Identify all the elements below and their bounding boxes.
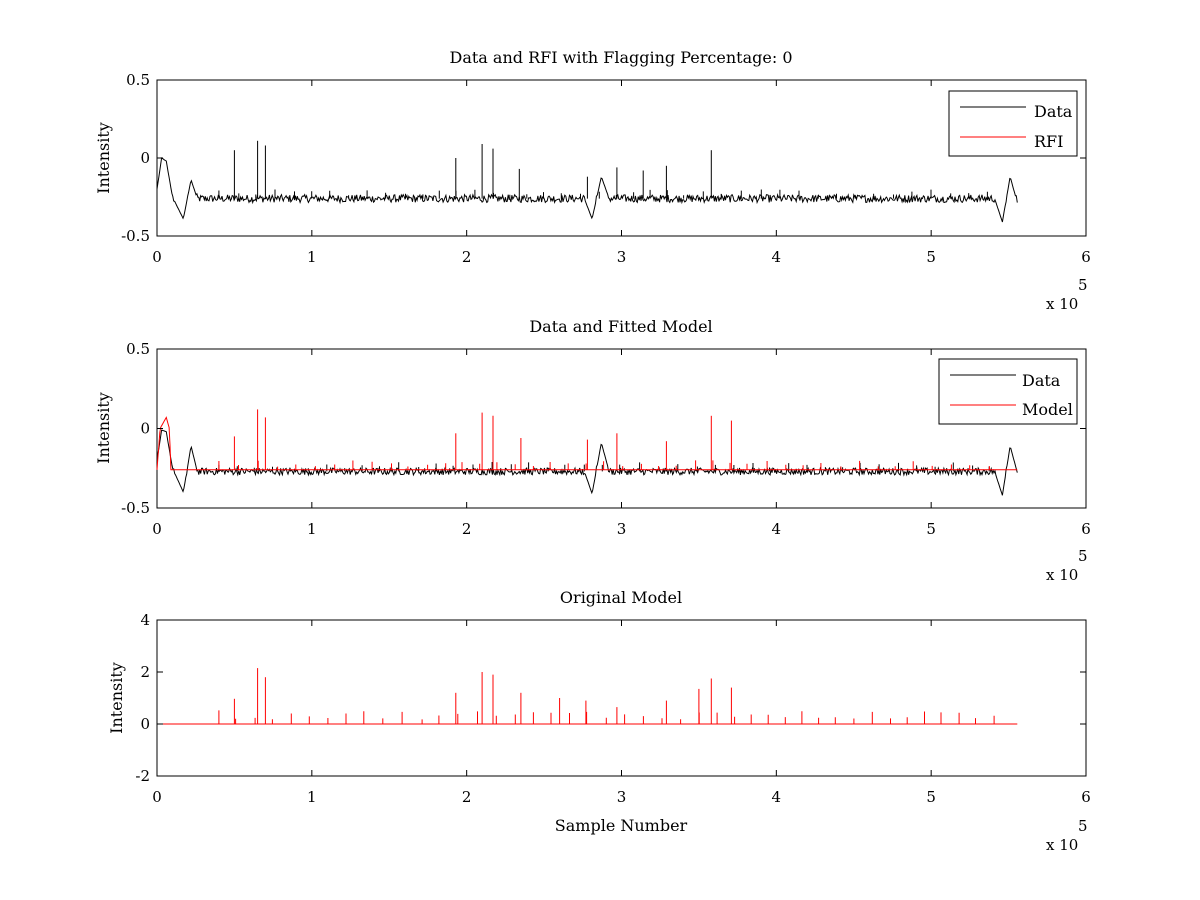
series-line-data [156, 157, 1018, 223]
subplot-3-xlabel: Sample Number [555, 816, 688, 835]
subplot-1-ylabel: Intensity [94, 122, 113, 194]
subplot-1-x-exponent-power: 5 [1078, 276, 1088, 294]
x-tick-label: 5 [926, 248, 936, 266]
x-tick-label: 0 [152, 788, 162, 806]
x-tick-label: 0 [152, 248, 162, 266]
x-tick-label: 5 [926, 788, 936, 806]
subplot-2-legend-data-label: Data [1022, 371, 1061, 390]
subplot-1-title: Data and RFI with Flagging Percentage: 0 [449, 48, 792, 67]
subplot-2-title: Data and Fitted Model [529, 317, 712, 336]
subplot-2-x-exponent-power: 5 [1078, 547, 1088, 565]
series-line-data [156, 429, 1018, 496]
x-tick-label: 4 [772, 248, 782, 266]
x-tick-label: 6 [1081, 520, 1091, 538]
series-bumps-model [218, 710, 995, 724]
x-tick-label: 3 [617, 520, 627, 538]
subplot-2: Data and Fitted Model Intensity 0 1 2 3 4 5 6 -… [94, 317, 1091, 584]
x-tick-label: 2 [462, 520, 472, 538]
subplot-1-legend-data-label: Data [1034, 102, 1073, 121]
x-tick-label: 3 [617, 788, 627, 806]
x-tick-label: 0 [152, 520, 162, 538]
subplot-2-ylabel: Intensity [94, 392, 113, 464]
subplot-1-plot-area [156, 140, 1018, 223]
subplot-2-legend: Data Model [938, 358, 1078, 425]
x-tick-label: 1 [307, 248, 317, 266]
subplot-2-legend-model-label: Model [1022, 400, 1073, 419]
x-tick-label: 1 [307, 520, 317, 538]
subplot-1-ticks: 0 1 2 3 4 5 6-0.500.5 [121, 71, 1091, 266]
y-tick-label: -2 [135, 767, 150, 785]
subplot-2-x-exponent-base: x 10 [1046, 566, 1078, 584]
y-tick-label: 2 [140, 663, 150, 681]
subplot-3-plot-area [157, 668, 1018, 725]
subplot-2-legend-box [938, 358, 1078, 425]
subplot-2-ticks: 0 1 2 3 4 5 6-0.500.5 [121, 340, 1091, 538]
subplot-3-title: Original Model [560, 588, 682, 607]
subplot-3-x-exponent-base: x 10 [1046, 836, 1078, 854]
subplot-3-ylabel: Intensity [107, 662, 126, 734]
subplot-1-legend-box [948, 90, 1078, 157]
x-tick-label: 2 [462, 788, 472, 806]
y-tick-label: 4 [140, 611, 150, 629]
subplot-1-x-exponent-base: x 10 [1046, 295, 1078, 313]
y-tick-label: 0.5 [126, 340, 150, 358]
subplot-3-x-exponent-power: 5 [1078, 817, 1088, 835]
y-tick-label: 0.5 [126, 71, 150, 89]
x-tick-label: 3 [617, 248, 627, 266]
y-tick-label: -0.5 [121, 499, 150, 517]
y-tick-label: 0 [140, 149, 150, 167]
subplot-1: Data and RFI with Flagging Percentage: 0… [94, 48, 1091, 313]
x-tick-label: 4 [772, 520, 782, 538]
x-tick-label: 6 [1081, 788, 1091, 806]
x-tick-label: 6 [1081, 248, 1091, 266]
x-tick-label: 2 [462, 248, 472, 266]
subplot-1-legend-rfi-label: RFI [1034, 132, 1063, 151]
subplot-1-legend: Data RFI [948, 90, 1078, 157]
y-tick-label: 0 [140, 715, 150, 733]
series-bumps-model [218, 460, 990, 470]
subplot-2-plot-area [156, 409, 1018, 496]
series-bumps-data [218, 189, 988, 199]
y-tick-label: -0.5 [121, 227, 150, 245]
y-tick-label: 0 [140, 420, 150, 438]
x-tick-label: 4 [772, 788, 782, 806]
x-tick-label: 1 [307, 788, 317, 806]
x-tick-label: 5 [926, 520, 936, 538]
